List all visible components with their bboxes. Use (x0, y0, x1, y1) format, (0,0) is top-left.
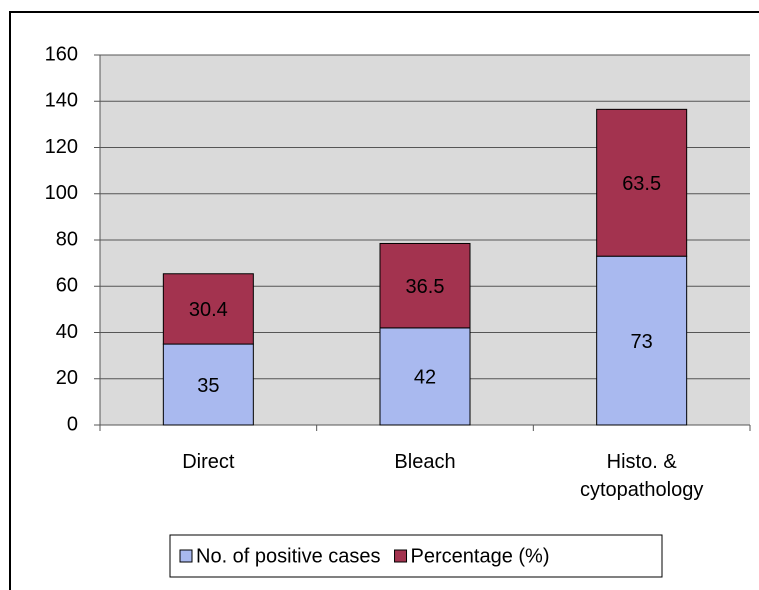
x-tick-label: Bleach (394, 451, 456, 473)
x-tick-label: Direct (182, 451, 235, 473)
legend-box (169, 534, 663, 578)
legend-swatch (394, 549, 408, 563)
y-tick-label: 140 (45, 90, 78, 112)
y-tick-label: 0 (67, 413, 78, 435)
legend-swatch (179, 549, 193, 563)
bar-segment (596, 108, 688, 257)
value-label: 30.4 (189, 299, 228, 321)
x-tick-label: Histo. & cytopathology (579, 451, 704, 501)
legend-label: Percentage (%) (411, 545, 550, 567)
y-tick-label: 20 (56, 367, 78, 389)
y-tick-label: 100 (45, 182, 78, 204)
y-tick-label: 120 (45, 136, 78, 158)
value-label: 63.5 (622, 173, 661, 195)
bar-segment (162, 273, 254, 345)
bar-segment (596, 255, 688, 426)
value-label: 35 (197, 375, 219, 397)
y-tick-label: 40 (56, 321, 78, 343)
y-tick-label: 160 (45, 43, 78, 65)
legend-label: No. of positive cases (196, 545, 381, 567)
bar-segment (162, 343, 254, 426)
y-tick-label: 80 (56, 228, 78, 250)
y-tick-label: 60 (56, 275, 78, 297)
value-label: 73 (631, 331, 653, 353)
value-label: 42 (414, 367, 436, 389)
value-label: 36.5 (406, 276, 445, 298)
bar-segment (379, 242, 471, 329)
